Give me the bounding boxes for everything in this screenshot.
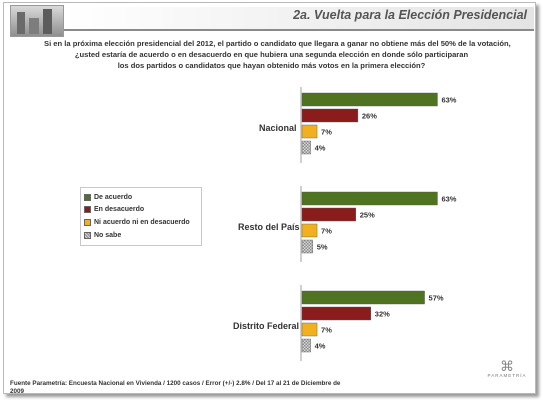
bar-value-label: 7% [321,326,332,335]
category-label-distrito-federal: Distrito Federal [233,321,300,331]
bar-de-acuerdo-1 [301,191,438,206]
legend-swatch [84,231,91,239]
bar-de-acuerdo-0 [301,92,438,107]
bar-value-label: 4% [315,144,326,153]
legend-label: Ni acuerdo ni en desacuerdo [94,218,190,226]
bar-no-sabe-2 [301,338,311,353]
source-note: Fuente Parametría: Encuesta Nacional en … [10,380,341,394]
bar-de-acuerdo-2 [301,290,425,305]
question-line: los dos partidos o candidatos que hayan … [117,61,426,70]
legend-item-ni-acuerdo: Ni acuerdo ni en desacuerdo [84,217,190,227]
bar-value-label: 25% [360,211,375,220]
header-divider [64,29,534,31]
legend-label: En desacuerdo [94,205,145,213]
slide: 2a. Vuelta para la Elección Presidencial… [3,2,536,394]
footer-logo-mark: ⌘ [500,358,514,374]
legend-item-de-acuerdo: De acuerdo [84,192,132,202]
bar-en-desacuerdo-2 [301,306,372,321]
bar-ni-acuerdo-0 [301,124,318,139]
source-line: Fuente Parametría: Encuesta Nacional en … [10,380,341,387]
slide-title: 2a. Vuelta para la Elección Presidencial [293,8,527,22]
bar-chart: 63% 26% 7% 4% 63% 25% 7% 5% 57% 32% 7% 4% [300,87,457,361]
question-line: ¿usted estaría de acuerdo o en desacuerd… [74,50,469,59]
bar-value-label: 63% [441,195,456,204]
header-bar [64,7,534,29]
legend-swatch [84,218,91,226]
bar-en-desacuerdo-0 [301,108,359,123]
legend-item-no-sabe: No sabe [84,230,121,240]
bar-en-desacuerdo-1 [301,207,356,222]
footer-logo: ⌘ PARAMETRÍA [487,359,527,383]
legend-swatch [84,205,91,213]
bar-no-sabe-1 [301,239,313,254]
legend-label: No sabe [94,231,122,239]
category-label-nacional: Nacional [259,123,297,133]
bar-value-label: 7% [321,128,332,137]
bar-ni-acuerdo-2 [301,322,318,337]
bar-value-label: 32% [375,310,390,319]
bar-value-label: 57% [429,294,444,303]
question-line: Si en la próxima elección presidencial d… [44,39,511,48]
bar-no-sabe-0 [301,140,311,155]
logo [10,5,64,37]
bar-value-label: 7% [321,227,332,236]
bar-value-label: 63% [441,96,456,105]
bar-value-label: 4% [315,342,326,351]
category-label-resto-del-pais: Resto del País [238,222,300,232]
legend-item-en-desacuerdo: En desacuerdo [84,204,144,214]
survey-question: Si en la próxima elección presidencial d… [44,38,511,71]
bar-value-label: 26% [362,112,377,121]
bar-ni-acuerdo-1 [301,223,318,238]
footer-logo-wordmark: PARAMETRÍA [487,373,527,378]
legend-swatch [84,193,91,201]
source-line: 2009 [10,388,25,394]
legend: De acuerdo En desacuerdo Ni acuerdo ni e… [80,187,202,246]
legend-label: De acuerdo [94,193,133,201]
bar-value-label: 5% [317,243,328,252]
